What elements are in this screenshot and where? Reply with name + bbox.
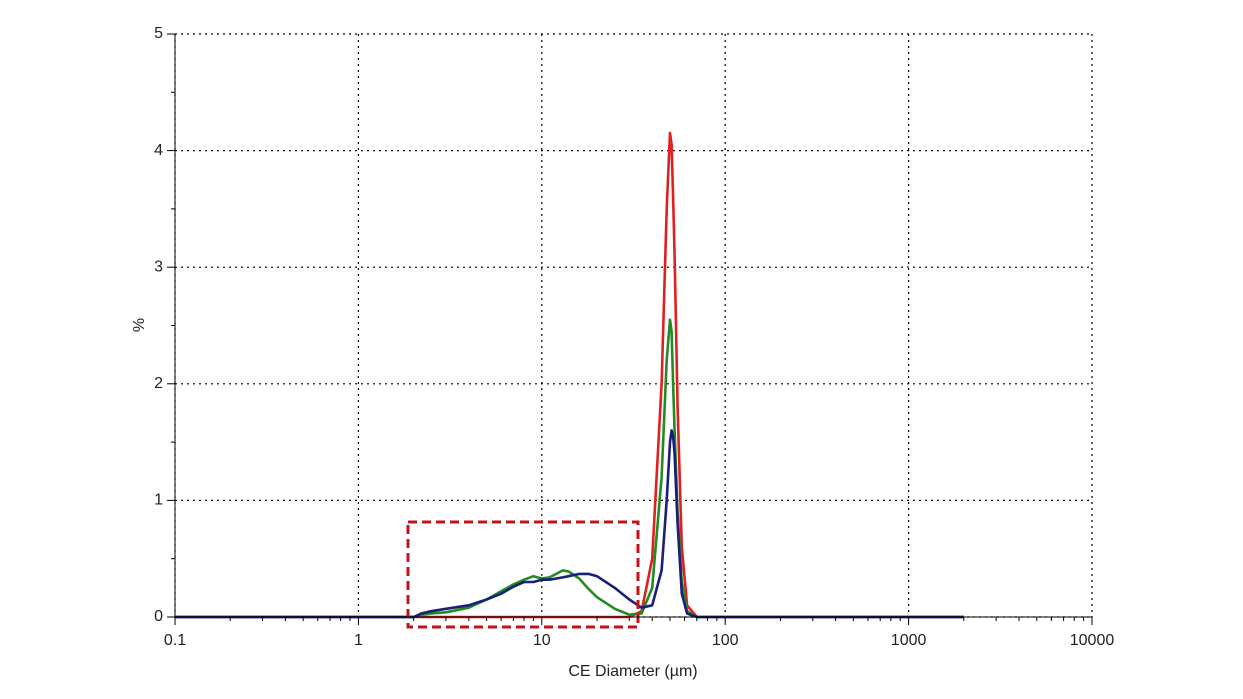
data-line — [175, 429, 964, 619]
y-tick-label: 3 — [154, 258, 163, 275]
highlight-box — [406, 520, 640, 629]
y-axis-label: % — [131, 318, 148, 332]
x-tick-label: 10 — [533, 632, 551, 649]
y-tick-label: 5 — [154, 25, 163, 42]
y-tick-label: 0 — [154, 608, 163, 625]
data-line — [175, 131, 964, 619]
x-tick-label: 1000 — [891, 632, 927, 649]
x-tick-label: 100 — [712, 632, 739, 649]
x-axis-label: CE Diameter (µm) — [568, 663, 697, 680]
x-tick-label: 10000 — [1070, 632, 1115, 649]
x-tick-label: 1 — [354, 632, 363, 649]
data-line — [175, 318, 964, 619]
y-tick-label: 4 — [154, 142, 163, 159]
x-tick-label: 0.1 — [164, 632, 186, 649]
y-tick-label: 1 — [154, 492, 163, 509]
y-tick-label: 2 — [154, 375, 163, 392]
